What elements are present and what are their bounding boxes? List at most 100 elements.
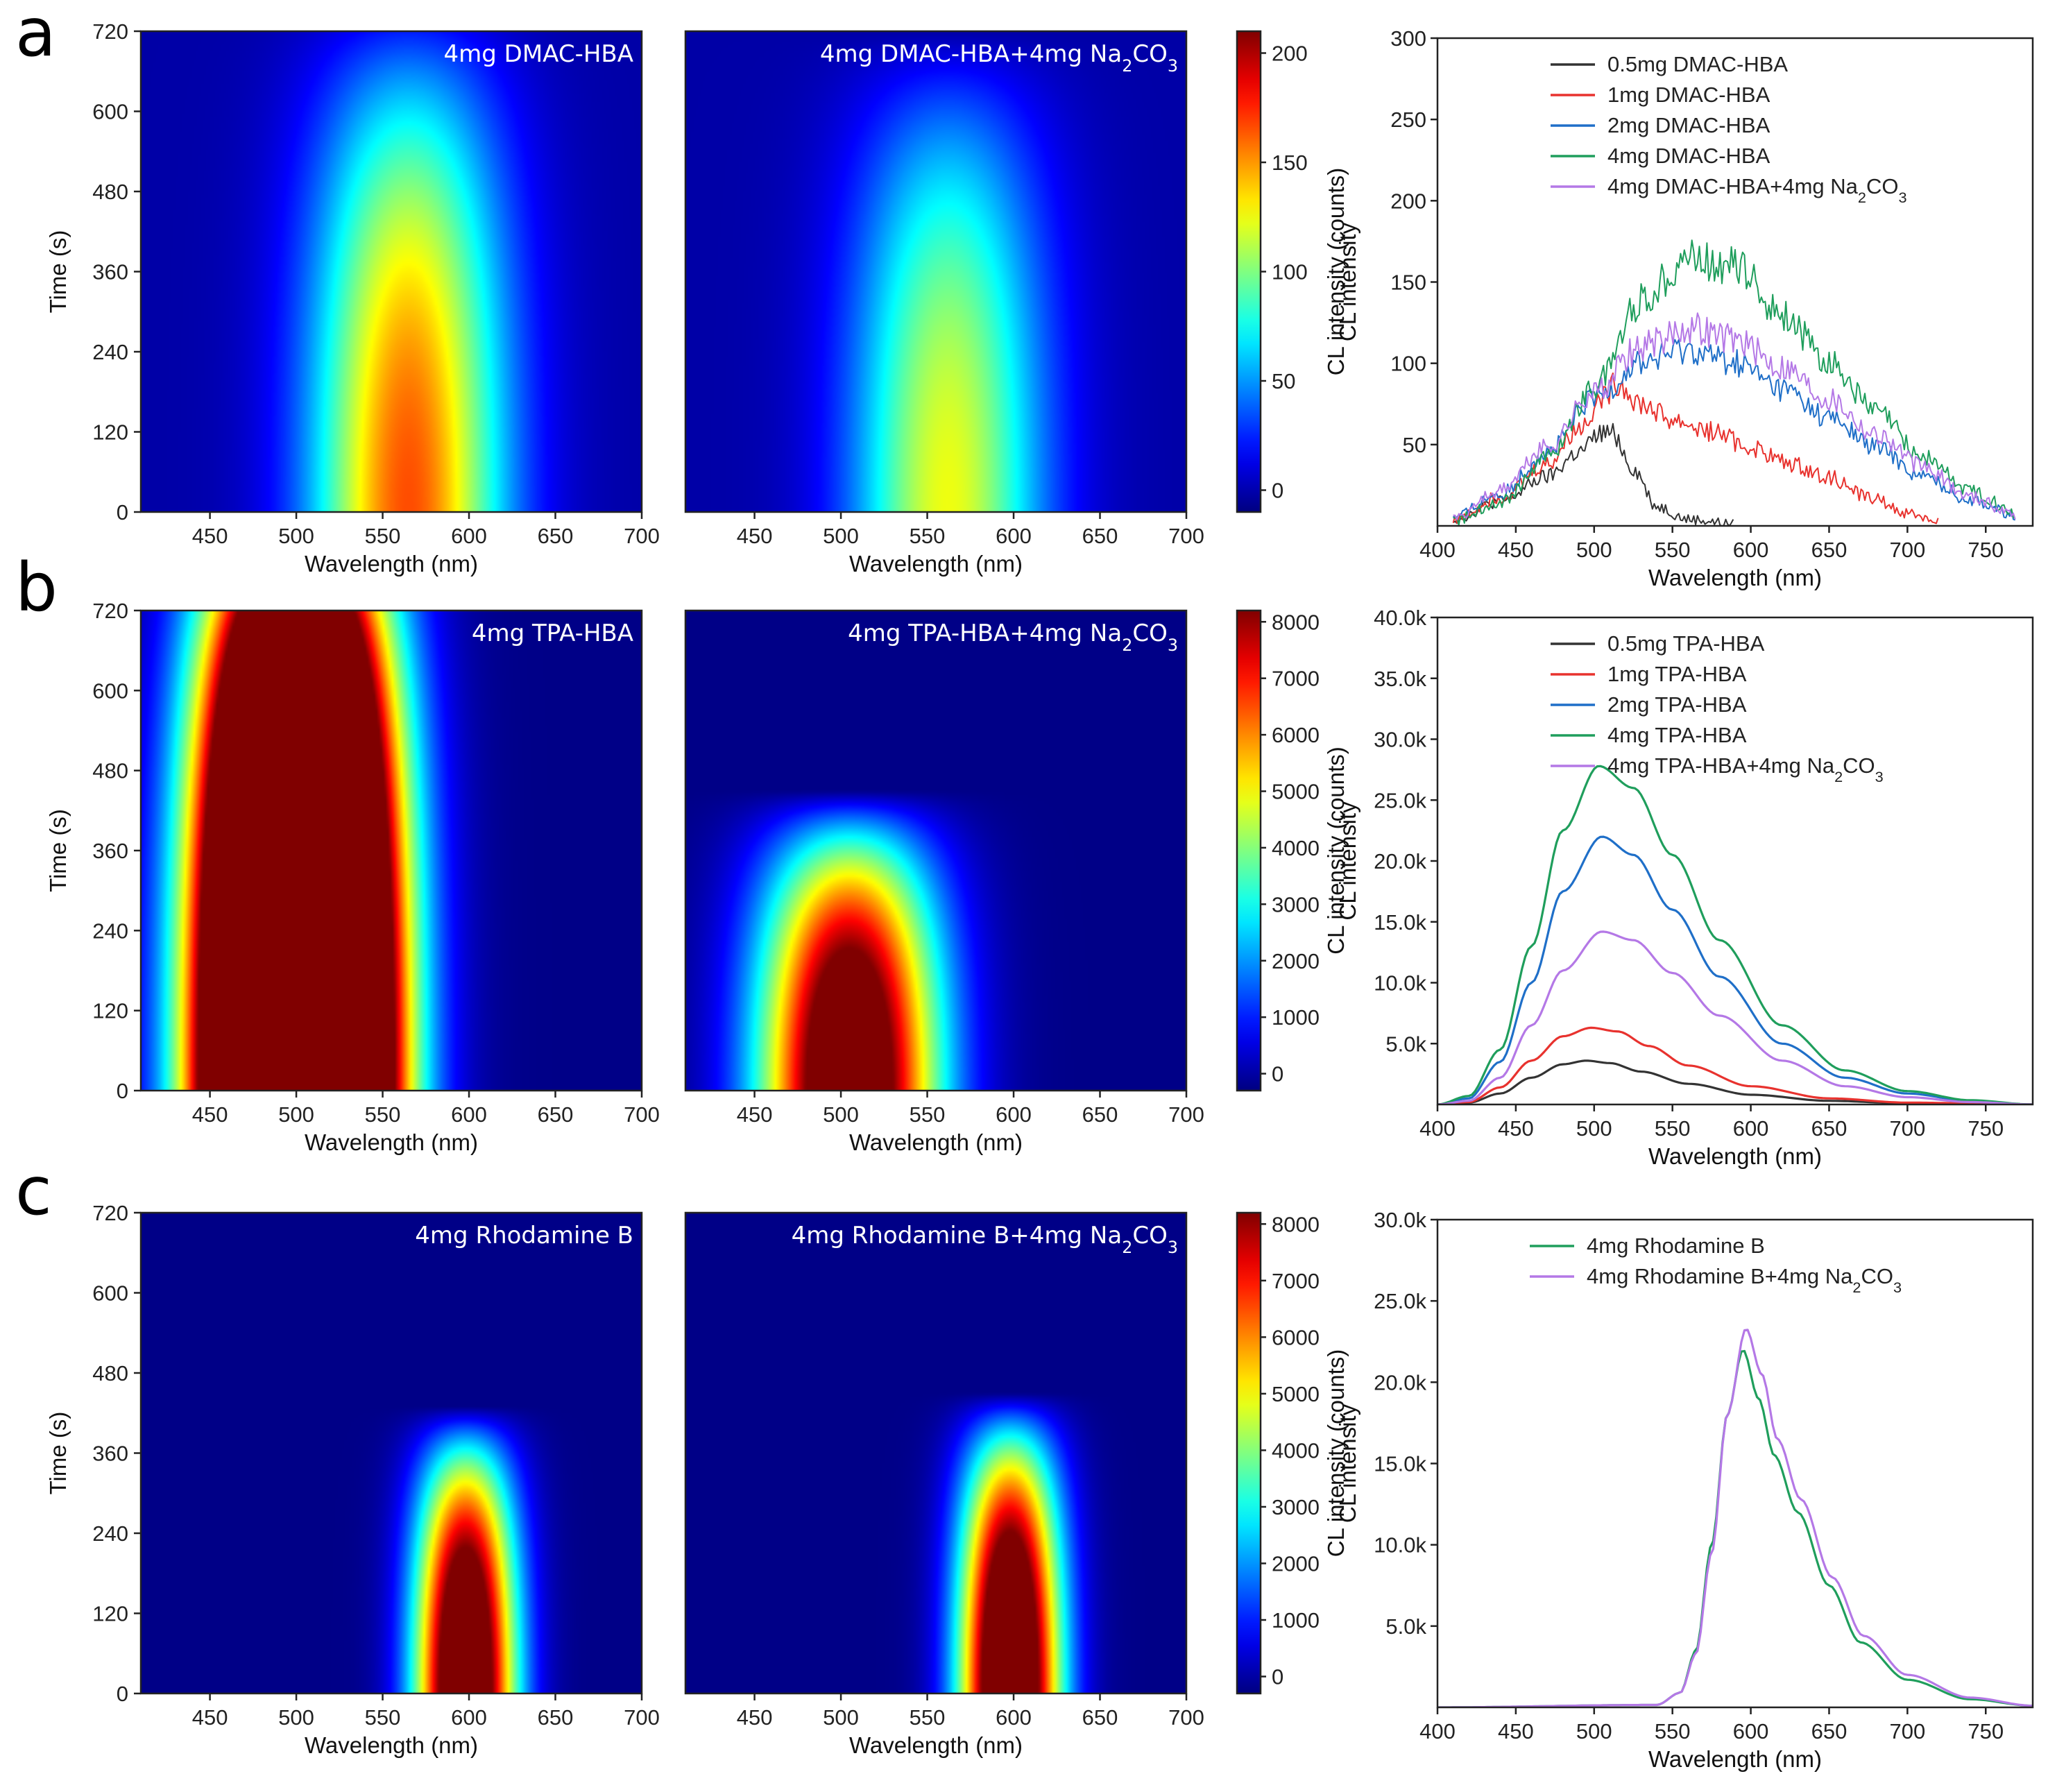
colorbar-tick-label: 6000	[1272, 723, 1320, 747]
legend: 0.5mg TPA-HBA 1mg TPA-HBA 2mg TPA-HBA 4mg T…	[1551, 631, 1884, 785]
x-tick-label: 650	[538, 1705, 574, 1730]
x-tick-label: 550	[910, 524, 946, 548]
x-tick-label: 450	[737, 1102, 773, 1127]
x-axis-label: Wavelength (nm)	[849, 551, 1023, 577]
y-tick-label: 120	[92, 420, 128, 445]
x-tick-label: 600	[451, 524, 487, 548]
y-tick-label: 20.0k	[1374, 1370, 1426, 1394]
y-axis-label: CL intensity	[1335, 801, 1360, 921]
x-axis-label: Wavelength (nm)	[305, 1732, 478, 1758]
y-tick-label: 15.0k	[1374, 1452, 1426, 1476]
y-tick-label: 15.0k	[1374, 910, 1426, 935]
x-tick-label: 550	[365, 524, 401, 548]
series-line-4	[1437, 930, 2033, 1104]
x-axis-label: Wavelength (nm)	[1648, 1746, 1822, 1772]
y-tick-label: 600	[92, 100, 128, 124]
y-tick-label: 240	[92, 919, 128, 943]
y-axis-label: Time (s)	[45, 230, 71, 314]
colorbar-tick-label: 50	[1272, 369, 1295, 393]
y-tick-label: 40.0k	[1374, 606, 1426, 630]
colorbar-frame	[1236, 609, 1262, 1092]
y-tick-label: 35.0k	[1374, 667, 1426, 691]
y-tick-label: 300	[1390, 26, 1426, 51]
y-tick-label: 240	[92, 1521, 128, 1546]
x-axis-label: Wavelength (nm)	[1648, 565, 1822, 590]
x-tick-label: 600	[996, 524, 1032, 548]
x-tick-label: 500	[278, 524, 314, 548]
x-tick-label: 600	[996, 1705, 1032, 1730]
colorbar-tick-label: 4000	[1272, 1438, 1320, 1462]
heatmap-title: 4mg DMAC-HBA	[444, 40, 633, 68]
colorbar-gradient	[1237, 1213, 1261, 1693]
y-tick-label: 240	[92, 340, 128, 364]
x-tick-label: 700	[1890, 1116, 1926, 1141]
line-chart-frame	[1436, 616, 2034, 1106]
colorbar-2: 0 50 100 150 200 CL intensity (counts)	[1236, 30, 1349, 513]
heatmap-9: 450 500 550 600 650 700 Wavelength (nm) 4mg Rho…	[684, 1211, 1204, 1758]
x-tick-label: 700	[1890, 1719, 1926, 1743]
y-tick-label: 100	[1390, 352, 1426, 376]
colorbar-tick-label: 200	[1272, 42, 1308, 66]
heatmap-title: 4mg Rhodamine B	[415, 1222, 633, 1249]
x-tick-label: 450	[192, 524, 228, 548]
x-tick-label: 700	[1890, 538, 1926, 562]
colorbar-gradient	[1237, 611, 1261, 1091]
x-tick-label: 450	[192, 1102, 228, 1127]
x-tick-label: 500	[1576, 538, 1612, 562]
x-axis-label: Wavelength (nm)	[305, 1129, 478, 1155]
x-tick-label: 700	[1168, 1705, 1204, 1730]
x-tick-label: 700	[624, 1705, 660, 1730]
heatmap-title: 4mg Rhodamine B+4mg Na2CO3	[792, 1222, 1178, 1257]
x-tick-label: 500	[823, 1705, 859, 1730]
x-tick-label: 550	[1655, 1116, 1691, 1141]
colorbar-tick-label: 0	[1272, 479, 1283, 503]
legend: 4mg Rhodamine B 4mg Rhodamine B+4mg Na2CO…	[1530, 1234, 1902, 1296]
y-tick-label: 150	[1390, 271, 1426, 295]
y-tick-label: 25.0k	[1374, 788, 1426, 812]
x-tick-label: 750	[1968, 1719, 2004, 1743]
y-tick-label: 30.0k	[1374, 728, 1426, 752]
colorbar-frame	[1236, 1211, 1262, 1695]
series-line-4	[1453, 312, 2016, 521]
legend-entry: 1mg DMAC-HBA	[1607, 83, 1770, 107]
heatmap-title: 4mg DMAC-HBA+4mg Na2CO3	[820, 40, 1178, 76]
series-line-3	[1453, 239, 2016, 526]
x-tick-label: 500	[823, 1102, 859, 1127]
x-tick-label: 400	[1419, 1719, 1456, 1743]
colorbar-tick-label: 1000	[1272, 1005, 1320, 1030]
x-axis-label: Wavelength (nm)	[305, 551, 478, 577]
colorbar-6: 0 1000 2000 3000 4000 5000 6000 7000 8000 CL inte…	[1236, 609, 1349, 1092]
x-tick-label: 650	[1082, 1102, 1118, 1127]
legend-entry: 2mg TPA-HBA	[1607, 692, 1747, 717]
colorbar-label: CL intensity (counts)	[1323, 746, 1349, 955]
heatmap-image	[685, 31, 1186, 512]
series-line-2	[1452, 339, 2016, 521]
y-tick-label: 250	[1390, 108, 1426, 132]
x-tick-label: 450	[192, 1705, 228, 1730]
x-tick-label: 550	[365, 1705, 401, 1730]
colorbar-tick-label: 150	[1272, 151, 1308, 175]
colorbar-tick-label: 7000	[1272, 667, 1320, 691]
x-tick-label: 700	[1168, 524, 1204, 548]
line-chart-frame	[1436, 37, 2034, 527]
legend-entry: 0.5mg TPA-HBA	[1607, 631, 1765, 656]
x-tick-label: 750	[1968, 1116, 2004, 1141]
x-tick-label: 750	[1968, 538, 2004, 562]
heatmap-image	[141, 1213, 642, 1693]
x-tick-label: 500	[278, 1102, 314, 1127]
x-tick-label: 650	[1811, 538, 1848, 562]
x-axis-label: Wavelength (nm)	[849, 1732, 1023, 1758]
x-tick-label: 700	[624, 524, 660, 548]
x-tick-label: 500	[1576, 1116, 1612, 1141]
y-tick-label: 0	[117, 1079, 128, 1103]
series-line-0	[1437, 1349, 2033, 1707]
x-tick-label: 600	[1733, 1116, 1769, 1141]
colorbar-tick-label: 2000	[1272, 949, 1320, 973]
x-tick-label: 500	[1576, 1719, 1612, 1743]
y-tick-label: 480	[92, 759, 128, 783]
x-axis-label: Wavelength (nm)	[1648, 1143, 1822, 1169]
y-tick-label: 0	[117, 1682, 128, 1706]
legend-entry: 4mg Rhodamine B	[1587, 1234, 1765, 1258]
x-tick-label: 550	[910, 1102, 946, 1127]
